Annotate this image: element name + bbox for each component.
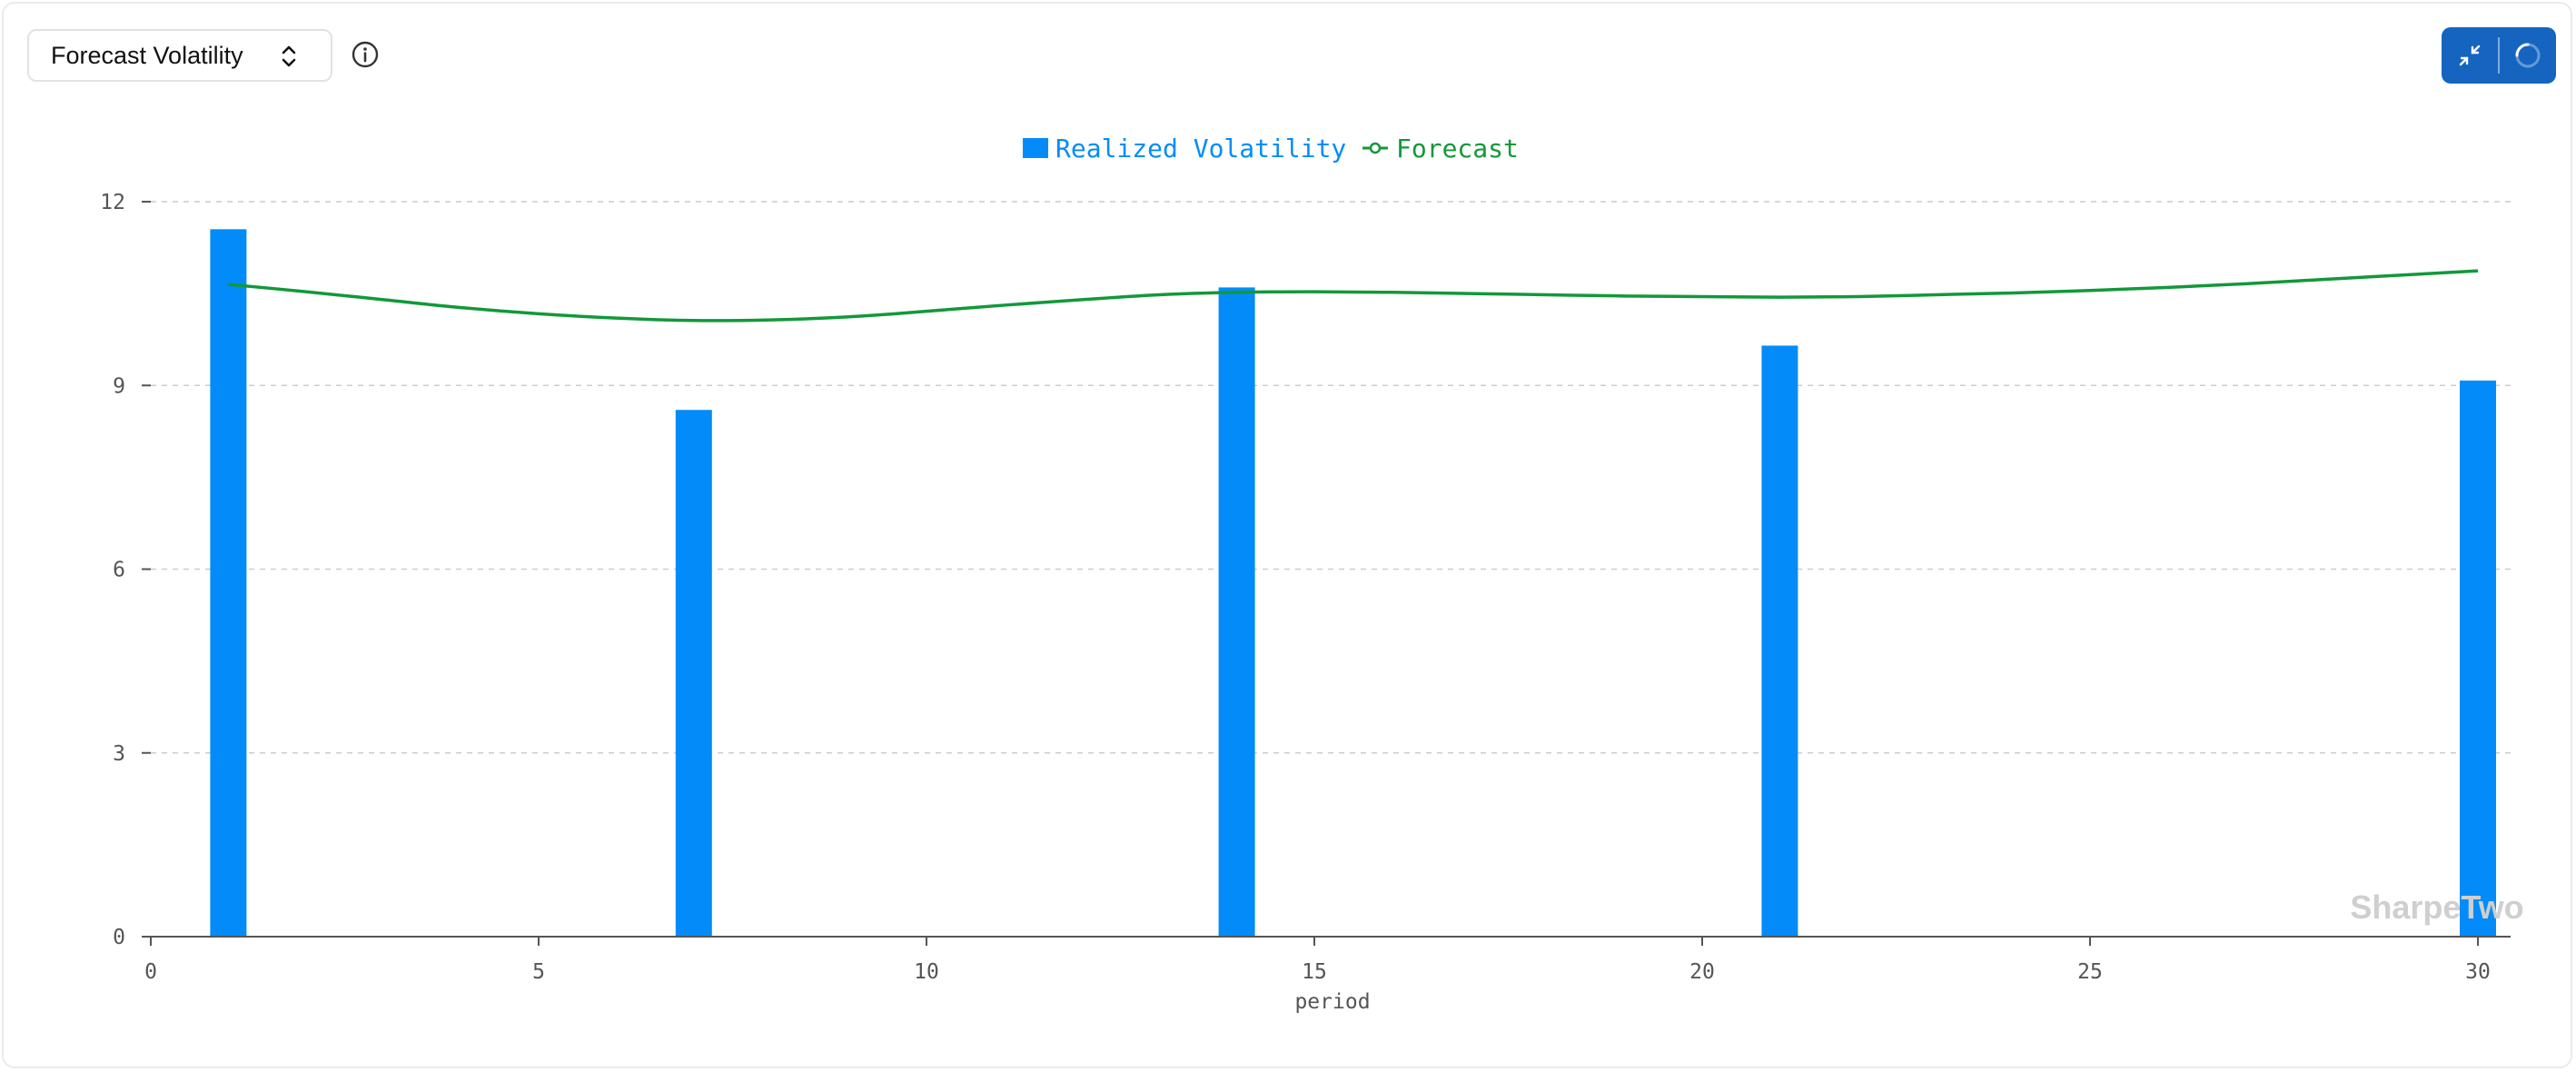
- bar: [2460, 380, 2496, 937]
- forecast-line: [228, 269, 2479, 323]
- legend-label-forecast[interactable]: Forecast: [1396, 134, 1519, 164]
- selector-label: Forecast Volatility: [51, 41, 243, 69]
- x-tick-label: 10: [914, 960, 939, 984]
- chart-toolbar: [2442, 27, 2556, 84]
- y-tick-label: 12: [100, 191, 125, 214]
- bar-series: [210, 229, 2496, 938]
- info-icon[interactable]: [351, 40, 380, 69]
- x-axis-label: period: [1294, 990, 1370, 1014]
- loading-spinner-icon: [2515, 43, 2541, 68]
- y-tick-label: 9: [113, 374, 125, 398]
- collapse-icon: [2459, 45, 2481, 66]
- bar: [210, 229, 247, 937]
- legend: Realized Volatility Forecast: [1023, 134, 1519, 164]
- legend-label-realized-volatility[interactable]: Realized Volatility: [1055, 134, 1346, 164]
- x-tick-label: 20: [1689, 960, 1715, 984]
- y-tick-label: 0: [113, 926, 125, 949]
- y-tick-label: 6: [113, 559, 125, 582]
- line-series: [228, 269, 2479, 323]
- axes: 0 3 6 9 12 0 5 10 15 20 25 30: [100, 191, 2511, 984]
- x-tick-label: 30: [2465, 960, 2491, 984]
- bar: [1761, 345, 1798, 937]
- x-tick-label: 5: [532, 960, 545, 984]
- x-tick-label: 0: [144, 960, 157, 984]
- bar: [1218, 287, 1255, 938]
- collapse-button[interactable]: [2442, 27, 2498, 84]
- y-tick-label: 3: [113, 742, 125, 766]
- watermark: SharpeTwo: [2350, 888, 2523, 926]
- chevron-updown-icon: [282, 45, 296, 67]
- x-tick-label: 25: [2077, 960, 2103, 984]
- legend-swatch-realized-volatility[interactable]: [1023, 138, 1048, 158]
- bar: [675, 410, 712, 937]
- chart-type-selector[interactable]: Forecast Volatility: [27, 29, 332, 82]
- grid-lines: [151, 201, 2511, 754]
- toolbar-divider: [2498, 37, 2500, 74]
- legend-swatch-forecast-marker[interactable]: [1369, 142, 1382, 154]
- refresh-button[interactable]: [2500, 27, 2556, 84]
- x-tick-label: 15: [1302, 960, 1327, 984]
